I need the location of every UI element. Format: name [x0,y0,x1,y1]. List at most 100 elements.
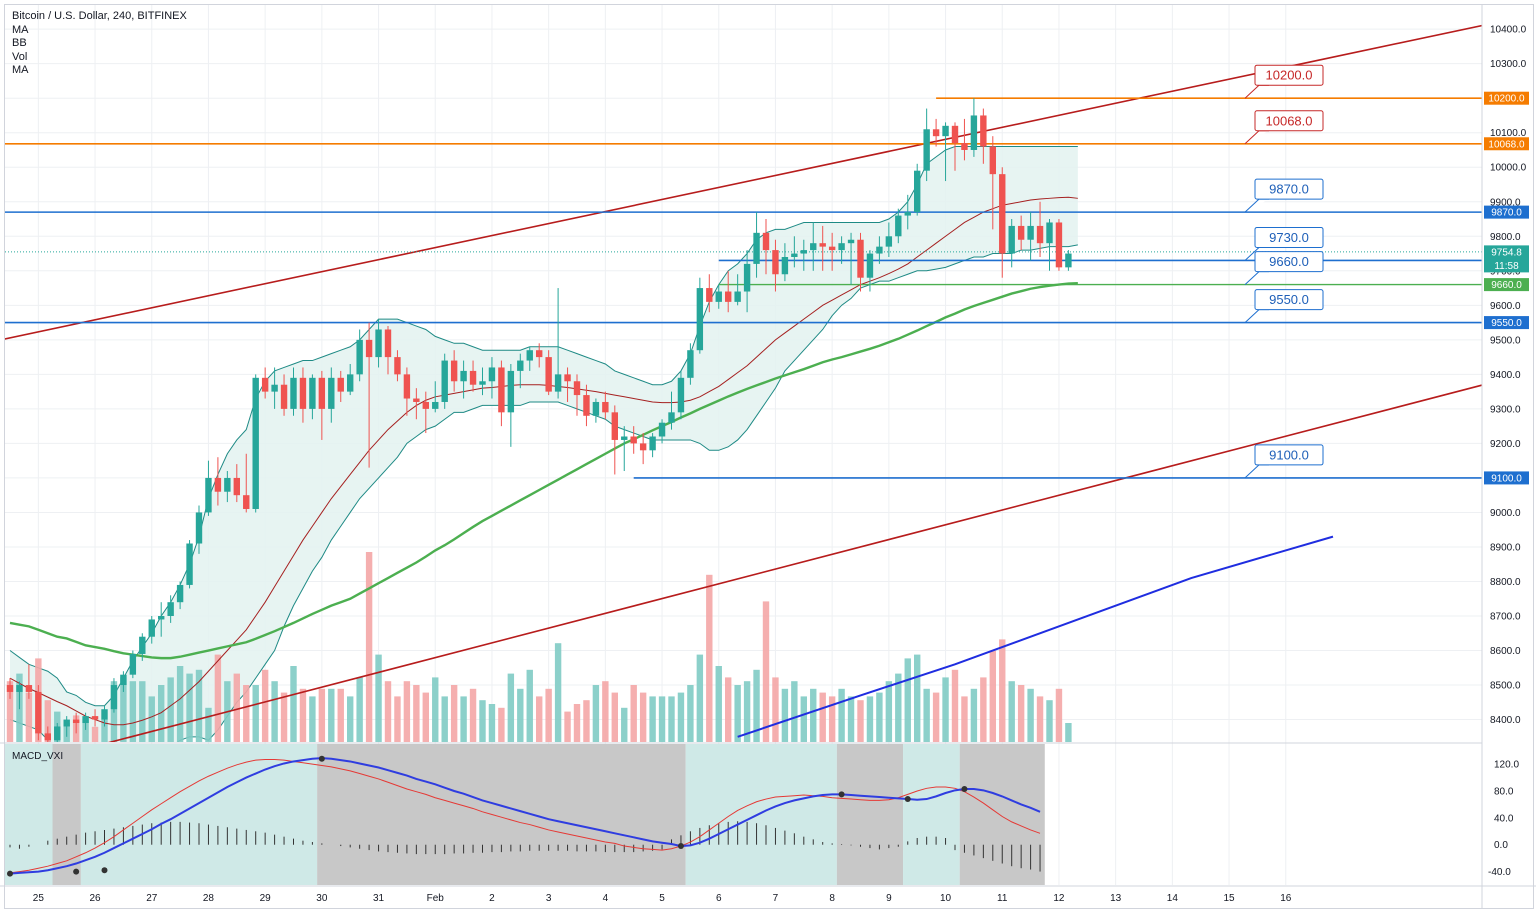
macd-shade-band [686,744,837,885]
volume-bar [990,651,996,742]
price-axis-tag-label: 10068.0 [1488,139,1525,150]
candle-body [394,357,400,374]
time-tick-label: 16 [1280,893,1292,904]
candle-body [905,212,911,215]
time-tick-label: Feb [427,893,445,904]
volume-bar [1046,700,1052,742]
volume-bar [442,696,448,742]
level-callout: 9870.0 [1245,179,1323,212]
candle-body [678,378,684,413]
candle-body [621,436,627,439]
macd-tick-label: 120.0 [1494,760,1519,771]
macd-pane-title[interactable]: MACD_VXI [12,751,63,762]
candle-body [470,371,476,385]
candle-body [716,292,722,302]
candle-body [82,716,88,723]
candle-body [205,478,211,513]
candle [205,461,211,516]
volume-bar [555,643,561,742]
price-tick-label: 8600.0 [1490,646,1521,657]
candle-body [744,264,750,292]
candle-body [300,378,306,409]
candle [593,399,599,423]
volume-bar [640,693,646,742]
candle-body [281,385,287,409]
callout-pointer [1245,272,1269,285]
volume-bar [952,670,958,742]
callout-pointer [1245,85,1269,98]
candle-body [498,367,504,412]
macd-cross-dot [678,843,684,849]
price-tick-label: 10300.0 [1490,59,1527,70]
volume-bar [612,693,618,742]
candle-body [45,733,51,740]
candle-body [829,247,835,250]
candle [914,164,920,216]
candle-body [149,619,155,636]
volume-bar [375,655,381,742]
candle-body [659,423,665,437]
price-tick-label: 9300.0 [1490,404,1521,415]
candle-body [753,233,759,264]
volume-bar [413,685,419,742]
candle-body [196,512,202,543]
indicator-bb[interactable]: BB [12,37,187,51]
candle-body [1027,226,1033,240]
candle-body [101,709,107,719]
volume-bar [961,696,967,742]
volume-bar [725,677,731,742]
volume-bar [716,666,722,742]
candle-body [612,412,618,440]
time-tick-label: 3 [546,893,552,904]
indicator-ma-1[interactable]: MA [12,24,187,38]
volume-bar [914,655,920,742]
volume-bar [942,677,948,742]
macd-tick-label: 0.0 [1494,840,1508,851]
candle-body [130,654,136,675]
volume-bar [621,708,627,742]
candle-body [876,247,882,254]
candle-body [347,374,353,391]
volume-bar [838,689,844,742]
price-axis-tag-label: 10200.0 [1488,94,1525,105]
candle [498,361,504,427]
volume-bar [470,689,476,742]
candle [612,405,618,474]
time-tick-label: 11 [997,893,1008,904]
candle-body [848,240,854,243]
candle-body [763,233,769,250]
candle-body [186,544,192,585]
candle-body [460,371,466,381]
volume-bar [460,696,466,742]
candle-body [309,378,315,409]
volume-bar [574,704,580,742]
candle-body [366,340,372,357]
volume-bar [867,696,873,742]
price-axis-tag-label: 9550.0 [1491,318,1522,329]
indicator-ma-2[interactable]: MA [12,64,187,78]
candle-body [914,171,920,212]
price-tick-label: 9400.0 [1490,370,1521,381]
volume-bar [130,681,136,742]
candle-body [423,402,429,409]
volume-bar [1065,723,1071,742]
candle-body [782,257,788,274]
symbol-title[interactable]: Bitcoin / U.S. Dollar, 240, BITFINEX [12,10,187,24]
candle-body [810,243,816,250]
candle-body [1018,226,1024,240]
candle-body [262,378,268,392]
candle-body [508,371,514,412]
candle-body [971,115,977,150]
volume-bar [479,700,485,742]
candle [621,426,627,471]
candle-body [725,292,731,302]
candle-body [319,378,325,409]
candle-body [942,126,948,136]
indicator-vol[interactable]: Vol [12,51,187,65]
candle [971,98,977,157]
volume-bar [763,601,769,742]
price-tick-label: 8700.0 [1490,612,1521,623]
price-tick-label: 8400.0 [1490,715,1521,726]
volume-bar [177,666,183,742]
